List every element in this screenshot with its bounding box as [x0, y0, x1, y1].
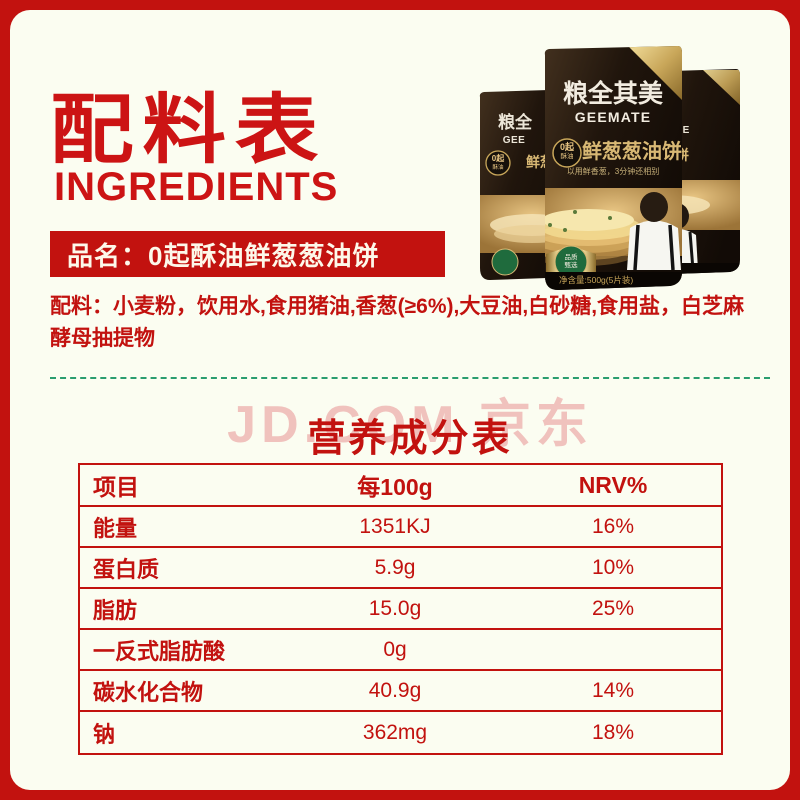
svg-text:粮全其美: 粮全其美 — [563, 79, 663, 108]
svg-text:甄选: 甄选 — [565, 260, 579, 269]
svg-text:GEE: GEE — [503, 135, 526, 146]
svg-text:酥油: 酥油 — [492, 163, 504, 171]
svg-text:以用鲜香葱，3分钟还相别: 以用鲜香葱，3分钟还相别 — [567, 166, 659, 176]
svg-text:品质: 品质 — [565, 252, 579, 261]
svg-text:粮全: 粮全 — [498, 112, 533, 132]
svg-text:0起: 0起 — [492, 153, 505, 163]
svg-text:酥油: 酥油 — [561, 151, 574, 160]
svg-text:净含量:500g(5片装): 净含量:500g(5片装) — [559, 275, 633, 285]
svg-text:0起: 0起 — [560, 141, 575, 152]
svg-text:鲜葱葱油饼: 鲜葱葱油饼 — [582, 139, 682, 163]
svg-text:GEEMATE: GEEMATE — [575, 109, 652, 125]
